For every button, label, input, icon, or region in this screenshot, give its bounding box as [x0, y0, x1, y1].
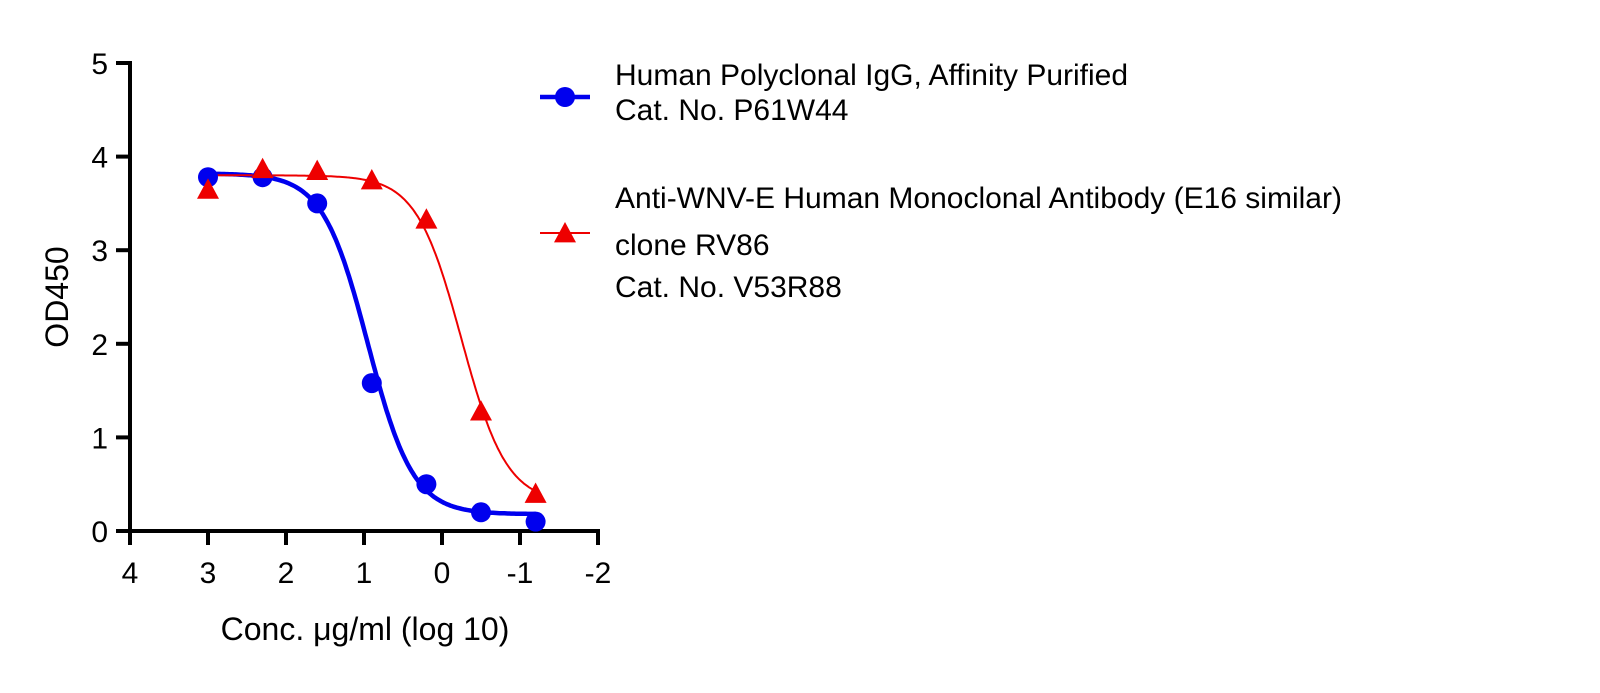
legend-marker-2 — [554, 222, 576, 243]
x-tick-label: 3 — [200, 557, 217, 590]
data-point-2 — [360, 169, 383, 190]
data-points — [197, 157, 547, 532]
legend-label: Anti-WNV-E Human Monoclonal Antibody (E1… — [615, 182, 1342, 215]
legend-label: Cat. No. V53R88 — [615, 271, 842, 304]
x-tick-label: 2 — [278, 557, 295, 590]
fit-curve-1 — [207, 171, 536, 517]
y-tick-label: 4 — [91, 142, 108, 175]
data-point-2 — [306, 159, 329, 180]
data-point-1 — [525, 511, 546, 532]
data-point-2 — [470, 400, 492, 421]
x-tick-label: 4 — [122, 557, 139, 590]
data-point-1 — [361, 373, 382, 394]
data-point-1 — [416, 474, 437, 495]
x-axis-title: Conc. μg/ml (log 10) — [221, 611, 510, 647]
y-tick-label: 0 — [91, 516, 108, 549]
fit-curves — [207, 171, 537, 517]
x-tick-label: 1 — [356, 557, 373, 590]
x-tick-label: -1 — [507, 557, 534, 590]
y-tick-label: 5 — [91, 48, 108, 81]
x-tick-label: 0 — [434, 557, 451, 590]
data-point-1 — [471, 502, 491, 523]
data-point-2 — [197, 178, 219, 199]
legend-label: clone RV86 — [615, 229, 770, 262]
data-point-1 — [198, 167, 218, 188]
data-point-1 — [307, 193, 328, 214]
x-tick-label: -2 — [585, 557, 612, 590]
y-axis-title: OD450 — [39, 246, 75, 347]
data-point-2 — [524, 482, 547, 503]
legend-marker-1 — [555, 87, 575, 107]
y-tick-label: 1 — [91, 422, 108, 455]
legend: Human Polyclonal IgG, Affinity PurifiedC… — [540, 59, 1342, 304]
fit-curve-2 — [208, 174, 537, 492]
data-point-2 — [415, 208, 438, 229]
data-point-2 — [251, 157, 274, 179]
legend-label: Human Polyclonal IgG, Affinity Purified — [615, 59, 1128, 92]
y-tick-label: 2 — [91, 329, 108, 362]
y-tick-label: 3 — [91, 235, 108, 268]
legend-label: Cat. No. P61W44 — [615, 94, 848, 127]
axes: 0 1 2 3 4 5 4 3 2 1 0 -1 -2 — [91, 48, 611, 590]
